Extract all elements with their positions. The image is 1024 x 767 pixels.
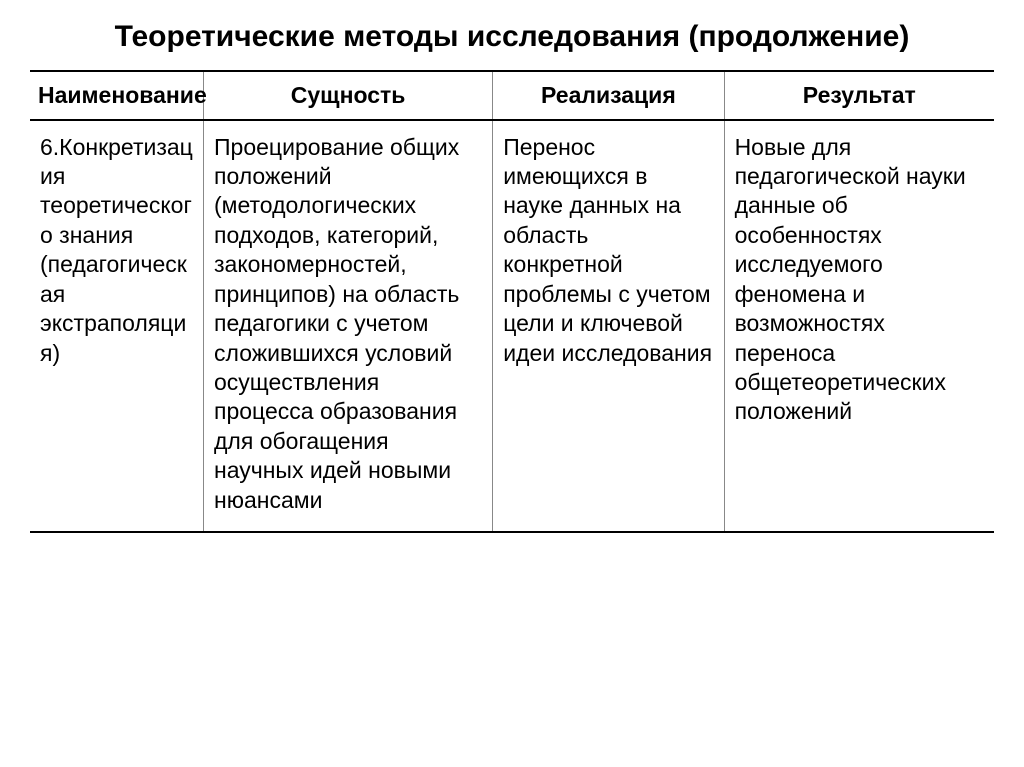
header-result: Результат [724, 71, 994, 120]
page-title: Теоретические методы исследования (продо… [30, 18, 994, 56]
header-name: Наименование [30, 71, 204, 120]
cell-essence: Проецирование общих положений (методолог… [204, 120, 493, 533]
cell-result: Новые для педагогической науки данные об… [724, 120, 994, 533]
table-header-row: Наименование Сущность Реализация Результ… [30, 71, 994, 120]
cell-name: 6.Конкретизация теоретического знания (п… [30, 120, 204, 533]
table-row: 6.Конкретизация теоретического знания (п… [30, 120, 994, 533]
cell-implementation: Перенос имеющихся в науке данных на обла… [493, 120, 724, 533]
methods-table: Наименование Сущность Реализация Результ… [30, 70, 994, 534]
header-essence: Сущность [204, 71, 493, 120]
header-implementation: Реализация [493, 71, 724, 120]
